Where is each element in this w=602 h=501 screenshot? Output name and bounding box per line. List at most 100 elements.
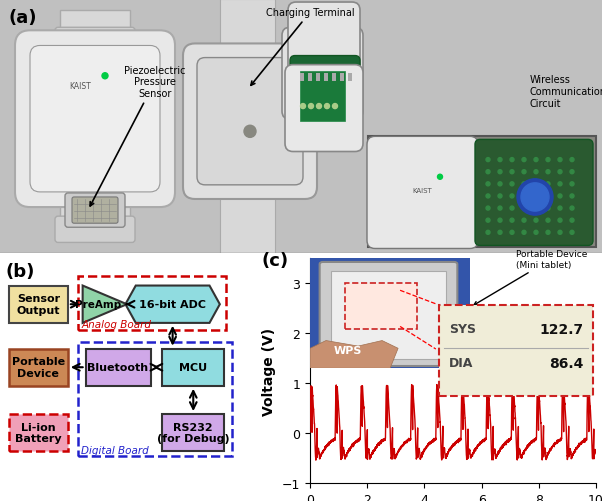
FancyBboxPatch shape — [72, 197, 118, 224]
Text: Digital Board: Digital Board — [81, 445, 149, 455]
Circle shape — [486, 158, 490, 162]
Circle shape — [522, 194, 526, 198]
Circle shape — [498, 219, 502, 223]
Text: KAIST: KAIST — [69, 82, 91, 91]
FancyBboxPatch shape — [55, 217, 135, 243]
Bar — [340, 74, 344, 82]
Bar — [316, 74, 320, 82]
Circle shape — [498, 158, 502, 162]
Circle shape — [570, 194, 574, 198]
Circle shape — [522, 206, 526, 210]
Circle shape — [332, 104, 338, 109]
FancyBboxPatch shape — [290, 57, 360, 132]
Text: Piezoelectric
Pressure
Sensor: Piezoelectric Pressure Sensor — [90, 66, 186, 206]
Bar — [300, 72, 345, 122]
Circle shape — [498, 231, 502, 235]
Circle shape — [558, 219, 562, 223]
Circle shape — [522, 158, 526, 162]
Text: Li-ion
Battery: Li-ion Battery — [15, 422, 62, 443]
Circle shape — [498, 194, 502, 198]
Text: (c): (c) — [261, 251, 288, 269]
Y-axis label: Voltage (V): Voltage (V) — [262, 327, 276, 415]
Text: Charging Terminal: Charging Terminal — [251, 8, 355, 86]
FancyBboxPatch shape — [285, 66, 363, 152]
Text: Wireless
Communication
Circuit: Wireless Communication Circuit — [530, 75, 602, 108]
Bar — [300, 74, 304, 82]
Circle shape — [522, 170, 526, 174]
Circle shape — [546, 231, 550, 235]
Bar — [348, 74, 352, 82]
Circle shape — [546, 170, 550, 174]
FancyBboxPatch shape — [65, 193, 125, 228]
Circle shape — [558, 194, 562, 198]
FancyBboxPatch shape — [475, 140, 593, 246]
Circle shape — [534, 170, 538, 174]
FancyBboxPatch shape — [9, 286, 68, 323]
FancyBboxPatch shape — [85, 349, 150, 386]
FancyBboxPatch shape — [183, 45, 317, 199]
Circle shape — [521, 183, 549, 212]
Text: Sensor
Output: Sensor Output — [17, 294, 60, 316]
Circle shape — [300, 104, 305, 109]
FancyBboxPatch shape — [288, 3, 360, 80]
Bar — [60, 11, 130, 57]
Circle shape — [546, 194, 550, 198]
Bar — [368, 137, 596, 248]
FancyBboxPatch shape — [9, 414, 68, 451]
Circle shape — [534, 194, 538, 198]
Circle shape — [570, 219, 574, 223]
Circle shape — [546, 206, 550, 210]
Text: 16-bit ADC: 16-bit ADC — [139, 300, 206, 310]
Circle shape — [498, 182, 502, 186]
Circle shape — [510, 231, 514, 235]
Polygon shape — [82, 286, 127, 323]
Circle shape — [570, 170, 574, 174]
Bar — [332, 74, 336, 82]
FancyBboxPatch shape — [197, 59, 303, 185]
Text: (a): (a) — [8, 9, 37, 27]
Circle shape — [486, 206, 490, 210]
Circle shape — [546, 158, 550, 162]
Circle shape — [498, 170, 502, 174]
Text: Portable
Device: Portable Device — [12, 357, 65, 378]
Bar — [324, 74, 328, 82]
Circle shape — [517, 179, 553, 216]
Circle shape — [558, 231, 562, 235]
FancyBboxPatch shape — [9, 349, 68, 386]
Circle shape — [522, 231, 526, 235]
Circle shape — [570, 158, 574, 162]
Circle shape — [486, 170, 490, 174]
Circle shape — [510, 219, 514, 223]
Circle shape — [534, 219, 538, 223]
Circle shape — [486, 182, 490, 186]
Bar — [308, 74, 312, 82]
Circle shape — [324, 104, 329, 109]
FancyBboxPatch shape — [367, 137, 478, 249]
Circle shape — [244, 126, 256, 138]
FancyBboxPatch shape — [30, 47, 160, 192]
Circle shape — [486, 231, 490, 235]
Text: PreAmp: PreAmp — [75, 300, 121, 310]
Polygon shape — [125, 286, 220, 323]
Circle shape — [308, 104, 314, 109]
Text: MCU: MCU — [179, 363, 207, 373]
Circle shape — [558, 182, 562, 186]
Circle shape — [570, 231, 574, 235]
Text: Analog Board: Analog Board — [81, 319, 151, 329]
Circle shape — [510, 158, 514, 162]
Bar — [60, 182, 130, 238]
Circle shape — [534, 158, 538, 162]
Text: (b): (b) — [6, 263, 36, 281]
FancyBboxPatch shape — [163, 414, 225, 451]
Text: Portable Device
(Mini tablet): Portable Device (Mini tablet) — [474, 249, 588, 306]
Circle shape — [510, 182, 514, 186]
Circle shape — [546, 182, 550, 186]
Circle shape — [486, 194, 490, 198]
FancyBboxPatch shape — [15, 31, 175, 207]
Bar — [220, 0, 275, 253]
FancyBboxPatch shape — [282, 28, 363, 120]
Circle shape — [317, 104, 321, 109]
Circle shape — [534, 231, 538, 235]
Circle shape — [522, 182, 526, 186]
Circle shape — [558, 170, 562, 174]
